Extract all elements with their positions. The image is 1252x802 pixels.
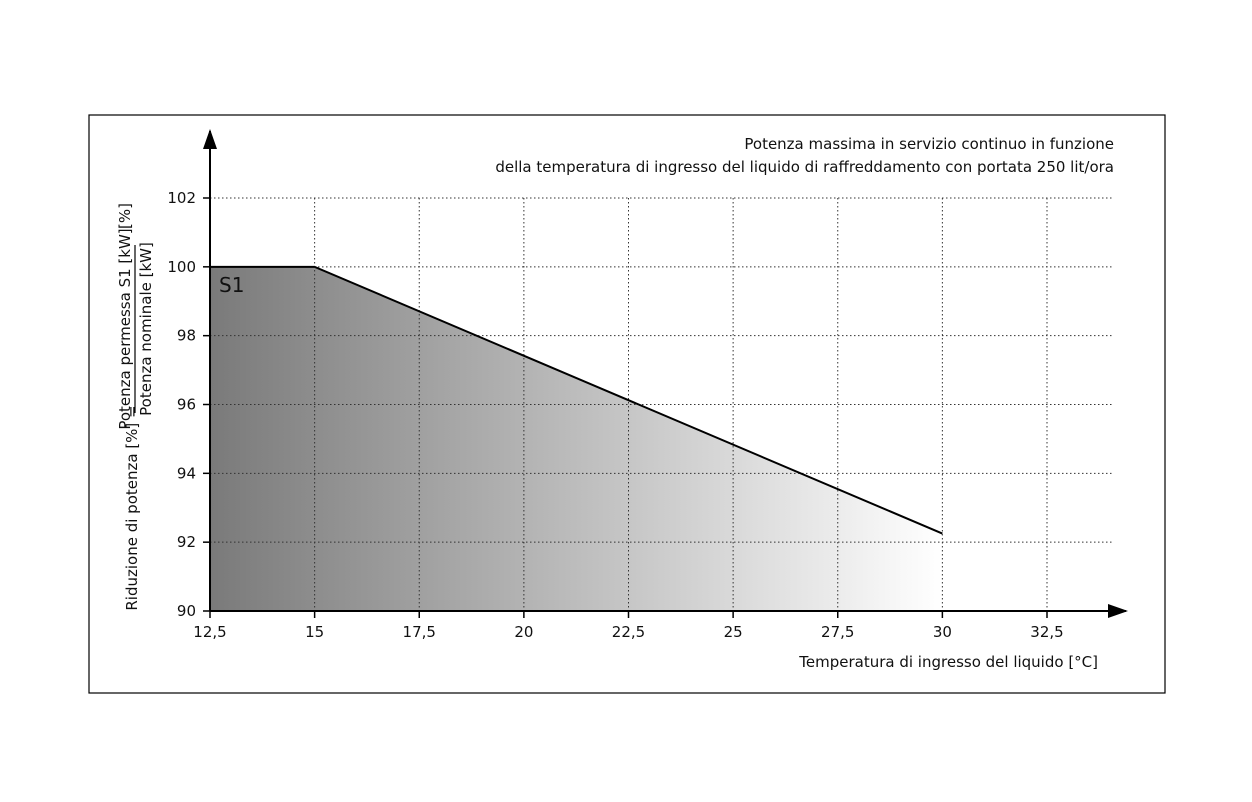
y-tick-label-98: 98 xyxy=(177,327,196,345)
area-layer xyxy=(210,266,943,611)
series-label-s1: S1 xyxy=(219,273,244,297)
chart-title-line-1: Potenza massima in servizio continuo in … xyxy=(744,135,1114,153)
series-line-s1 xyxy=(210,265,943,535)
x-tick-label-22-5: 22,5 xyxy=(612,623,645,641)
x-tick-label-20: 20 xyxy=(514,623,533,641)
x-tick-label-27-5: 27,5 xyxy=(821,623,854,641)
x-tick-label-32-5: 32,5 xyxy=(1030,623,1063,641)
y-axis-title-numerator: Potenza permessa S1 [kW] xyxy=(116,228,134,429)
y-axis-title: Riduzione di potenza [%] = Potenza perme… xyxy=(116,203,155,611)
y-tick-label-90: 90 xyxy=(177,602,196,620)
line-layer xyxy=(210,265,943,535)
y-tick-label-96: 96 xyxy=(177,396,196,414)
x-axis-title: Temperatura di ingresso del liquido [°C] xyxy=(798,653,1098,671)
y-tick-label-102: 102 xyxy=(167,189,196,207)
x-tick-label-12-5: 12,5 xyxy=(193,623,226,641)
x-tick-label-30: 30 xyxy=(933,623,952,641)
chart-title-line-2: della temperatura di ingresso del liquid… xyxy=(495,158,1114,176)
x-tick-label-15: 15 xyxy=(305,623,324,641)
y-tick-label-92: 92 xyxy=(177,533,196,551)
area-s1 xyxy=(210,266,943,611)
y-tick-label-100: 100 xyxy=(167,258,196,276)
y-axis-title-denominator: Potenza nominale [kW] xyxy=(137,242,155,416)
tick-layer: 90 92 94 96 98 100 102 12,5 15 17,5 20 22,5 25 27,5 30… xyxy=(167,189,1063,641)
x-tick-label-17-5: 17,5 xyxy=(403,623,436,641)
axis-layer xyxy=(203,129,1128,618)
y-axis-title-prefix: Riduzione di potenza [%] = xyxy=(123,405,141,610)
y-axis-title-suffix: [%] xyxy=(116,203,134,229)
y-tick-label-94: 94 xyxy=(177,464,196,482)
x-tick-label-25: 25 xyxy=(724,623,743,641)
chart-frame xyxy=(88,114,1166,694)
